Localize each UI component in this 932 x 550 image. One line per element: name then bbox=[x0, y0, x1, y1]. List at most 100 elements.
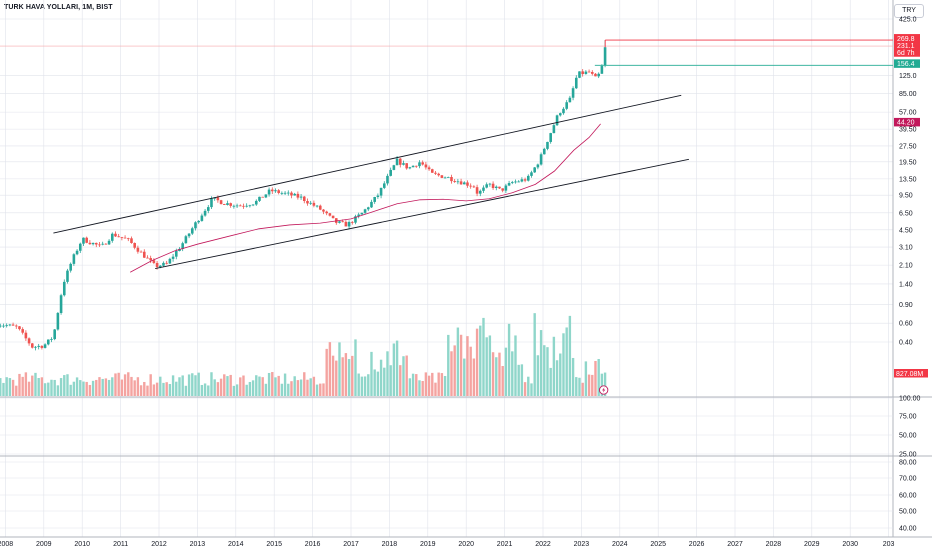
volume-bar bbox=[139, 385, 143, 396]
price-tag-label: 156.4 bbox=[897, 61, 915, 68]
volume-bar bbox=[271, 372, 274, 396]
candle-body bbox=[101, 243, 104, 245]
volume-bar bbox=[370, 351, 373, 396]
candle-body bbox=[392, 165, 396, 170]
candle-body bbox=[421, 162, 424, 165]
volume-bar bbox=[11, 379, 15, 396]
volume-bar bbox=[120, 379, 124, 396]
volume-bar bbox=[603, 372, 607, 396]
lightning-icon[interactable] bbox=[599, 385, 609, 395]
volume-bar bbox=[469, 346, 472, 396]
candle-body bbox=[587, 71, 591, 73]
volume-bar bbox=[175, 381, 178, 396]
pane2-tick-label: 50.00 bbox=[899, 433, 917, 440]
candle-body bbox=[107, 240, 111, 245]
candle-body bbox=[280, 192, 284, 194]
volume-bar bbox=[485, 337, 488, 396]
volume-bar bbox=[293, 376, 296, 396]
candle-body bbox=[600, 66, 604, 74]
candle-body bbox=[168, 258, 172, 264]
volume-bar bbox=[411, 373, 415, 396]
volume-bar bbox=[354, 339, 357, 396]
candle-body bbox=[171, 256, 175, 259]
candle-body bbox=[488, 183, 492, 185]
currency-button[interactable]: TRY bbox=[894, 4, 924, 18]
volume-bar bbox=[277, 375, 280, 396]
candle-body bbox=[542, 148, 546, 155]
price-tick-label: 9.50 bbox=[899, 193, 913, 200]
volume-bar bbox=[357, 373, 360, 396]
candle-body bbox=[43, 344, 47, 348]
trendline[interactable] bbox=[155, 158, 690, 270]
volume-bar bbox=[95, 379, 98, 396]
candle-body bbox=[424, 164, 428, 168]
candle-body bbox=[75, 250, 79, 255]
candle-body bbox=[258, 196, 261, 201]
candle-body bbox=[62, 281, 66, 296]
candle-body bbox=[526, 175, 530, 181]
time-tick-label: 2009 bbox=[36, 541, 52, 548]
candle-body bbox=[386, 175, 389, 184]
volume-bar bbox=[591, 374, 594, 396]
candle-body bbox=[222, 204, 226, 205]
volume-bar bbox=[219, 378, 223, 396]
candle-body bbox=[242, 205, 245, 207]
candle-body bbox=[72, 254, 76, 264]
candle-body bbox=[91, 242, 95, 245]
volume-bar bbox=[363, 376, 367, 396]
time-tick-label: 2025 bbox=[650, 541, 666, 548]
volume-bar bbox=[107, 379, 111, 396]
candle-body bbox=[40, 345, 44, 348]
candle-body bbox=[139, 251, 143, 253]
time-tick-label: 2030 bbox=[842, 541, 858, 548]
candle-body bbox=[530, 172, 533, 176]
price-tick-label: 19.50 bbox=[899, 159, 917, 166]
trendline[interactable] bbox=[53, 94, 682, 234]
volume-bar bbox=[296, 380, 300, 396]
volume-bar bbox=[194, 375, 197, 396]
candle-body bbox=[466, 182, 469, 186]
volume-bar bbox=[360, 376, 364, 396]
volume-bar bbox=[312, 376, 316, 396]
volume-bar bbox=[287, 383, 290, 396]
candle-body bbox=[338, 221, 341, 223]
candle-body bbox=[578, 71, 581, 78]
pane2-tick-label: 25.00 bbox=[899, 452, 917, 459]
candle-body bbox=[459, 181, 463, 185]
candle-body bbox=[507, 183, 511, 186]
candle-body bbox=[443, 177, 447, 179]
volume-bar bbox=[159, 376, 162, 396]
candle-body bbox=[66, 270, 69, 282]
volume-bar bbox=[325, 348, 328, 396]
volume-bar bbox=[322, 383, 325, 396]
candle-body bbox=[248, 205, 252, 207]
volume-bar bbox=[27, 381, 31, 396]
candle-body bbox=[590, 71, 594, 74]
volume-bar bbox=[504, 347, 508, 396]
volume-bar bbox=[216, 382, 220, 396]
volume-bar bbox=[575, 377, 578, 396]
candle-body bbox=[562, 108, 565, 114]
volume-bar bbox=[389, 365, 392, 396]
volume-bar bbox=[69, 384, 72, 396]
volume-bar bbox=[223, 374, 226, 396]
candle-body bbox=[46, 339, 50, 345]
volume-bar bbox=[143, 381, 146, 396]
volume-bar bbox=[280, 383, 284, 396]
candle-body bbox=[565, 102, 568, 109]
volume-bar bbox=[306, 379, 309, 396]
candle-body bbox=[11, 324, 15, 326]
volume-bar bbox=[501, 365, 504, 396]
time-tick-label: 2029 bbox=[804, 541, 820, 548]
volume-bar bbox=[149, 374, 152, 396]
candle-body bbox=[389, 169, 392, 176]
volume-bar bbox=[507, 323, 511, 396]
candle-body bbox=[552, 125, 556, 134]
volume-bar bbox=[146, 385, 149, 396]
volume-bar bbox=[571, 357, 575, 396]
chart-title: TURK HAVA YOLLARI, 1M, BIST bbox=[4, 4, 113, 11]
volume-bar bbox=[418, 380, 421, 396]
candle-body bbox=[270, 189, 274, 192]
candle-body bbox=[254, 200, 258, 205]
